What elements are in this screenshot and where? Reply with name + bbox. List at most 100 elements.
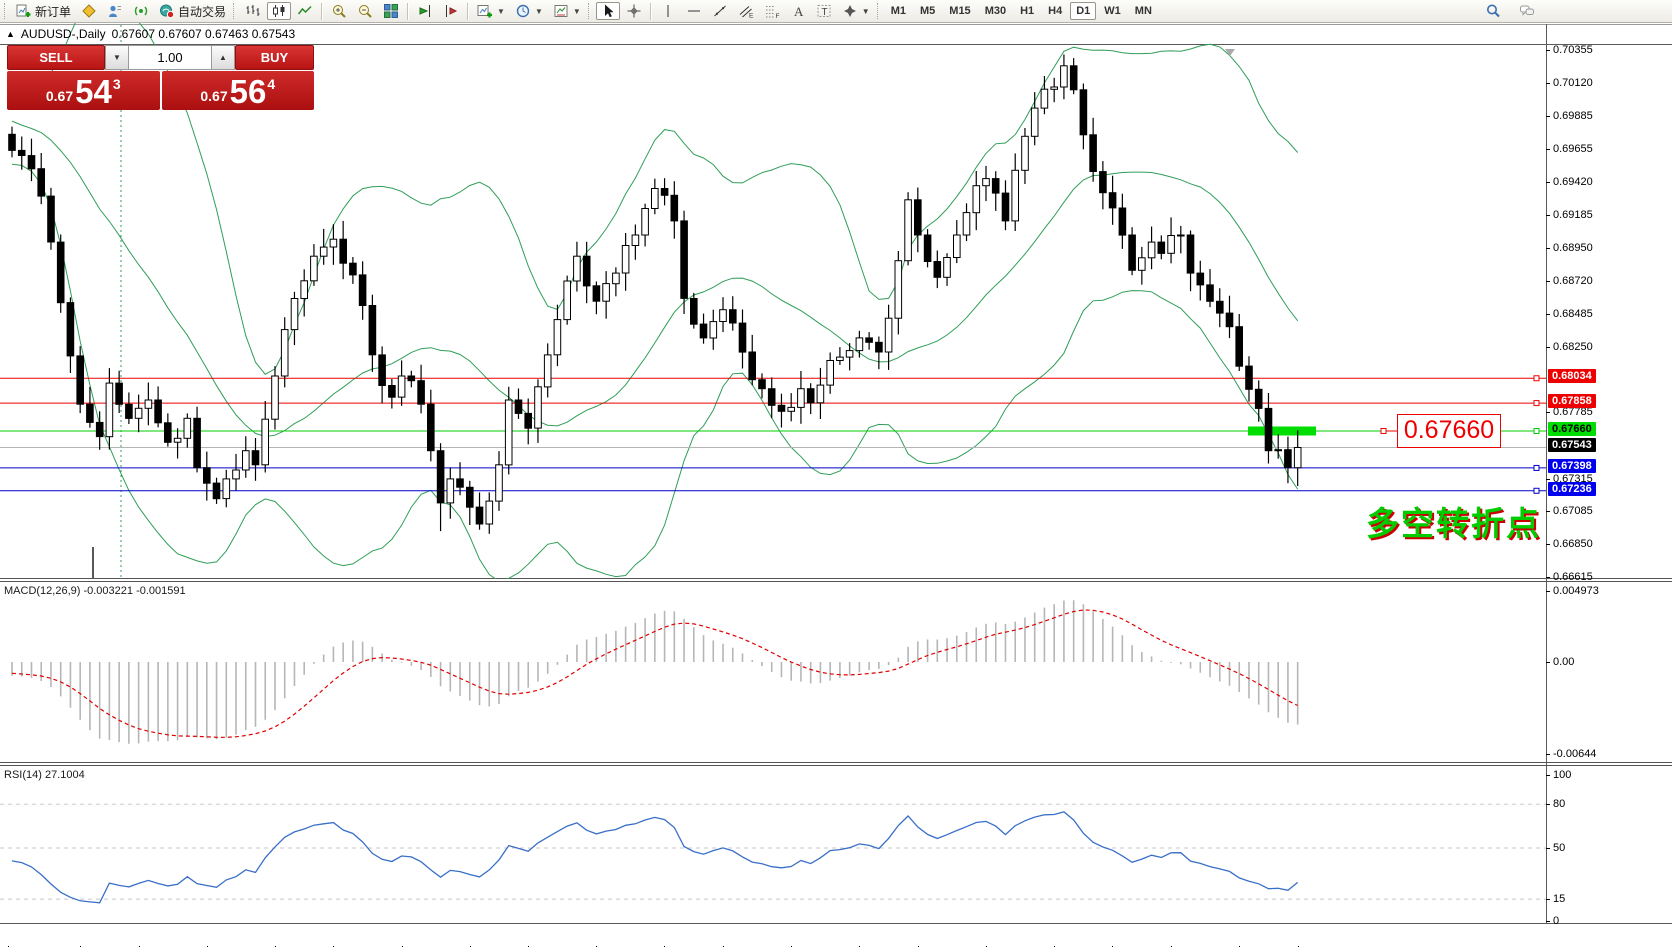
channel-button[interactable]: E <box>734 2 758 20</box>
market-watch-button[interactable] <box>103 2 127 20</box>
timeframe-M15[interactable]: M15 <box>949 5 971 17</box>
candle-body <box>47 195 55 243</box>
price-callout: 0.67660 <box>1397 413 1501 448</box>
search-button[interactable] <box>1481 2 1505 20</box>
price-tick-label: 0.68485 <box>1553 308 1593 320</box>
period-button[interactable]: ▼ <box>511 2 547 20</box>
toolbar-right <box>1480 1 1540 21</box>
candle-body <box>1030 107 1039 137</box>
buy-button[interactable]: BUY <box>235 45 314 70</box>
candle-body <box>729 309 737 324</box>
toolbar-drag-handle <box>587 3 591 19</box>
candle-body <box>1167 235 1175 254</box>
volume-input[interactable] <box>129 45 211 70</box>
support-line-2-handle[interactable] <box>1533 487 1540 494</box>
candle-body <box>524 412 533 429</box>
horizontal-line-button[interactable] <box>682 2 706 20</box>
chat-button[interactable] <box>1515 2 1539 20</box>
autotrading-button[interactable]: 自动交易 <box>155 2 230 20</box>
callout-anchor <box>1380 427 1387 434</box>
resistance-line-2-handle[interactable] <box>1533 400 1540 407</box>
chat-icon <box>1520 5 1534 16</box>
pivot-line-handle[interactable] <box>1533 427 1540 434</box>
price-tick <box>1546 511 1550 512</box>
bollinger-middle <box>11 120 1299 438</box>
panel-separator[interactable] <box>0 581 1672 582</box>
macd-canvas[interactable] <box>0 582 1546 762</box>
ask-price[interactable]: 0.67 56 4 <box>161 71 314 110</box>
timeframe-M5[interactable]: M5 <box>920 5 936 17</box>
resistance-line-1-handle[interactable] <box>1533 375 1540 382</box>
candle-body <box>349 262 357 276</box>
label-button[interactable]: T <box>812 2 836 20</box>
toolbar-drag-handle <box>876 3 880 19</box>
candle-body <box>836 356 844 362</box>
candle-body <box>319 246 328 257</box>
candle-body <box>612 272 620 285</box>
timeframe-H1[interactable]: H1 <box>1020 5 1035 17</box>
panel-separator[interactable] <box>0 762 1672 763</box>
one-click-trading-panel: SELL ▼ ▲ BUY 0.67 54 3 0.67 56 4 <box>7 45 314 110</box>
candle-body <box>1206 284 1214 302</box>
vertical-line-button[interactable] <box>656 2 680 20</box>
timeframe-M1[interactable]: M1 <box>890 5 906 17</box>
ask-price-major: 0.67 <box>200 88 228 104</box>
charts-window-button[interactable] <box>77 2 101 20</box>
zoom-out-button[interactable] <box>353 2 377 20</box>
candle-body <box>982 178 990 187</box>
bar-chart-button[interactable] <box>241 2 265 20</box>
toolbar-drag-handle <box>4 3 7 19</box>
price-axis-line[interactable] <box>1546 24 1547 923</box>
collapse-panel-icon[interactable]: ▲ <box>6 29 15 39</box>
trendline-icon <box>713 5 726 17</box>
zoom-in-icon <box>333 5 346 18</box>
zoom-in-button[interactable] <box>327 2 351 20</box>
chart-shift-marker[interactable] <box>1225 49 1235 56</box>
new-order-button[interactable]: 新订单 <box>12 2 75 20</box>
support-line-1-handle[interactable] <box>1533 464 1540 471</box>
timeframe-M30[interactable]: M30 <box>984 5 1007 17</box>
chart-shift-button[interactable] <box>439 2 463 20</box>
trendline-button[interactable] <box>708 2 732 20</box>
timeframe-MN[interactable]: MN <box>1134 5 1152 17</box>
toolbar-separator <box>321 2 324 20</box>
candle-body <box>1293 447 1302 469</box>
timeframe-H4[interactable]: H4 <box>1048 5 1063 17</box>
candlestick-chart-button[interactable] <box>267 2 292 20</box>
price-tick-label: 0.68250 <box>1553 341 1593 353</box>
crosshair-button[interactable] <box>622 2 646 20</box>
main-chart-canvas[interactable] <box>0 23 1546 579</box>
candle-body <box>212 482 221 500</box>
bid-price[interactable]: 0.67 54 3 <box>7 71 160 110</box>
fibonacci-button[interactable]: F <box>760 2 784 20</box>
rsi-canvas[interactable] <box>0 766 1546 922</box>
line-chart-button[interactable] <box>293 2 317 20</box>
sell-button[interactable]: SELL <box>7 45 105 70</box>
arrows-button[interactable]: ▼ <box>838 2 874 20</box>
volume-decrease-button[interactable]: ▼ <box>105 45 129 70</box>
template-button[interactable]: ▼ <box>549 2 585 20</box>
candle-body <box>933 261 942 278</box>
candle-body <box>972 185 981 214</box>
candle-body <box>1011 169 1020 222</box>
bars-icon <box>246 5 260 16</box>
candle-body <box>388 385 396 398</box>
candle-body <box>280 329 289 377</box>
text-button[interactable]: A <box>786 2 810 20</box>
auto-scroll-button[interactable] <box>413 2 437 20</box>
new-chart-button[interactable]: ▼ <box>473 2 509 20</box>
candle-body <box>495 464 503 502</box>
linechart-icon <box>297 5 312 15</box>
volume-increase-button[interactable]: ▲ <box>211 45 235 70</box>
candle-body <box>621 245 630 274</box>
cursor-button[interactable] <box>595 2 620 20</box>
candle-body <box>134 407 143 419</box>
tile-windows-button[interactable] <box>379 2 403 20</box>
panel-separator[interactable] <box>0 765 1672 766</box>
timeframe-D1[interactable]: D1 <box>1070 2 1097 20</box>
panel-separator[interactable] <box>0 578 1672 579</box>
candle-body <box>923 234 932 262</box>
signals-button[interactable] <box>129 2 153 20</box>
timeframe-W1[interactable]: W1 <box>1104 5 1121 17</box>
